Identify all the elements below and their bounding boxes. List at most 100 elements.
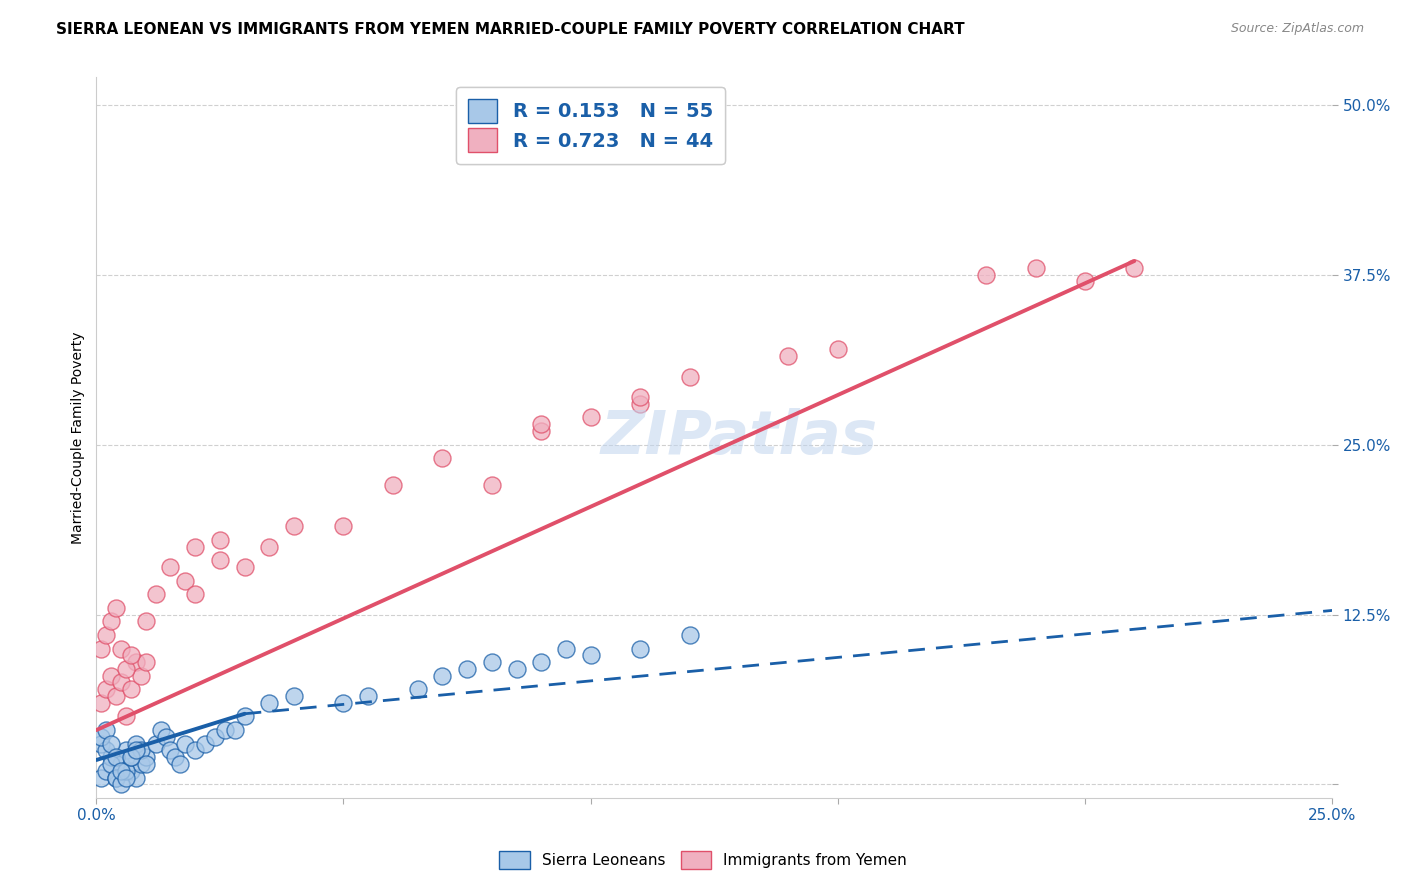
Point — [129, 669, 152, 683]
Point — [120, 750, 142, 764]
Point — [90, 771, 112, 785]
Point — [120, 750, 142, 764]
Point — [105, 600, 128, 615]
Point — [115, 662, 138, 676]
Point — [381, 478, 404, 492]
Point — [135, 750, 157, 764]
Point — [259, 696, 281, 710]
Point — [96, 723, 118, 737]
Point — [159, 743, 181, 757]
Point — [579, 648, 602, 663]
Point — [678, 369, 700, 384]
Point — [974, 268, 997, 282]
Point — [145, 737, 167, 751]
Point — [184, 540, 207, 554]
Point — [259, 540, 281, 554]
Point — [827, 343, 849, 357]
Point — [432, 451, 454, 466]
Point — [505, 662, 527, 676]
Point — [110, 675, 132, 690]
Point — [165, 750, 187, 764]
Point — [332, 519, 354, 533]
Point — [135, 655, 157, 669]
Point — [233, 560, 256, 574]
Point — [208, 553, 231, 567]
Point — [96, 682, 118, 697]
Point — [110, 777, 132, 791]
Point — [678, 628, 700, 642]
Point — [100, 757, 122, 772]
Point — [90, 641, 112, 656]
Point — [129, 757, 152, 772]
Point — [149, 723, 172, 737]
Point — [100, 750, 122, 764]
Point — [115, 764, 138, 778]
Point — [129, 743, 152, 757]
Point — [120, 682, 142, 697]
Point — [105, 771, 128, 785]
Point — [1123, 260, 1146, 275]
Point — [115, 743, 138, 757]
Point — [96, 628, 118, 642]
Point — [110, 641, 132, 656]
Point — [105, 771, 128, 785]
Point — [115, 709, 138, 723]
Point — [224, 723, 246, 737]
Point — [90, 737, 112, 751]
Point — [628, 641, 651, 656]
Point — [96, 764, 118, 778]
Point — [283, 689, 305, 703]
Point — [184, 587, 207, 601]
Point — [155, 730, 177, 744]
Point — [145, 587, 167, 601]
Point — [105, 750, 128, 764]
Legend: Sierra Leoneans, Immigrants from Yemen: Sierra Leoneans, Immigrants from Yemen — [494, 845, 912, 875]
Point — [1024, 260, 1046, 275]
Point — [174, 574, 197, 588]
Point — [174, 737, 197, 751]
Point — [120, 764, 142, 778]
Text: SIERRA LEONEAN VS IMMIGRANTS FROM YEMEN MARRIED-COUPLE FAMILY POVERTY CORRELATIO: SIERRA LEONEAN VS IMMIGRANTS FROM YEMEN … — [56, 22, 965, 37]
Point — [628, 397, 651, 411]
Point — [90, 730, 112, 744]
Point — [135, 757, 157, 772]
Point — [135, 615, 157, 629]
Point — [110, 764, 132, 778]
Point — [283, 519, 305, 533]
Point — [778, 349, 800, 363]
Point — [100, 669, 122, 683]
Point — [628, 390, 651, 404]
Point — [530, 655, 553, 669]
Point — [194, 737, 217, 751]
Point — [169, 757, 191, 772]
Point — [530, 417, 553, 432]
Point — [115, 771, 138, 785]
Text: Source: ZipAtlas.com: Source: ZipAtlas.com — [1230, 22, 1364, 36]
Point — [125, 743, 148, 757]
Point — [96, 743, 118, 757]
Text: ZIPatlas: ZIPatlas — [600, 409, 877, 467]
Point — [110, 757, 132, 772]
Point — [184, 743, 207, 757]
Y-axis label: Married-Couple Family Poverty: Married-Couple Family Poverty — [72, 332, 86, 544]
Point — [125, 771, 148, 785]
Point — [1074, 274, 1097, 288]
Point — [555, 641, 578, 656]
Point — [125, 737, 148, 751]
Point — [481, 655, 503, 669]
Point — [208, 533, 231, 547]
Point — [214, 723, 236, 737]
Point — [406, 682, 429, 697]
Point — [579, 410, 602, 425]
Point — [125, 655, 148, 669]
Point — [159, 560, 181, 574]
Point — [530, 424, 553, 438]
Point — [432, 669, 454, 683]
Point — [357, 689, 380, 703]
Point — [233, 709, 256, 723]
Point — [100, 737, 122, 751]
Point — [456, 662, 478, 676]
Point — [481, 478, 503, 492]
Point — [204, 730, 226, 744]
Point — [90, 696, 112, 710]
